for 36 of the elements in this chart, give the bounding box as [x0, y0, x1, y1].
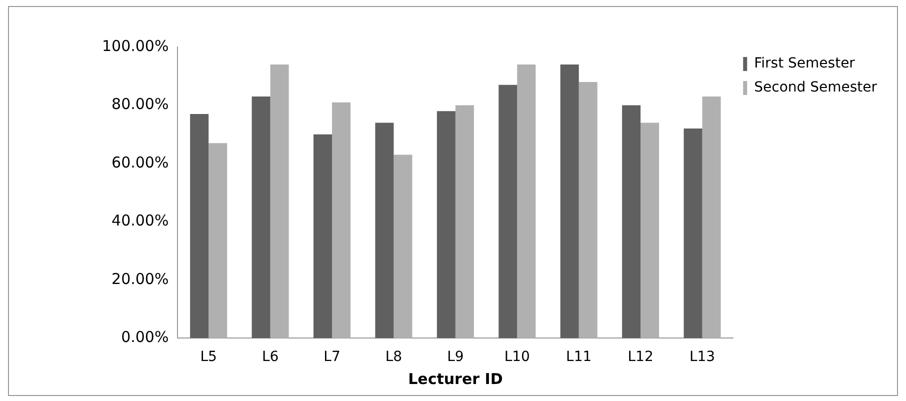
bar [332, 102, 351, 338]
bar [517, 64, 536, 338]
x-tick-label: L7 [324, 349, 340, 366]
bar [622, 105, 641, 338]
bar [208, 143, 228, 338]
bar [560, 64, 579, 338]
bar [375, 122, 394, 338]
x-tick-label: L9 [447, 349, 464, 366]
x-tick-label: L13 [689, 349, 716, 366]
x-tick-label: L5 [200, 349, 217, 366]
y-tick-label: 20.00% [112, 270, 169, 288]
bar [252, 96, 270, 338]
bar [394, 154, 412, 338]
x-tick-label: L6 [262, 349, 279, 366]
x-tick-label: L12 [628, 349, 654, 366]
x-tick-label: L11 [566, 349, 592, 366]
y-tick-label: 100.00% [102, 36, 169, 55]
y-tick-label: 60.00% [112, 153, 169, 172]
bar [436, 111, 456, 338]
bar [455, 105, 474, 338]
legend-label: Second Semester [754, 80, 878, 96]
bar [684, 128, 702, 338]
x-tick-label: L8 [385, 349, 402, 366]
y-tick-label: 0.00% [121, 328, 169, 346]
y-tick-label: 80.00% [112, 95, 169, 114]
bar [270, 64, 289, 338]
bar [640, 122, 660, 338]
y-tick-label: 40.00% [112, 212, 169, 230]
x-tick-label: L10 [504, 349, 530, 366]
x-axis-title: Lecturer ID [408, 370, 503, 388]
bar [190, 114, 209, 338]
legend-label: First Semester [754, 56, 856, 72]
bar [578, 82, 598, 338]
bar [314, 134, 332, 338]
bar [702, 96, 721, 338]
bar [498, 84, 518, 338]
